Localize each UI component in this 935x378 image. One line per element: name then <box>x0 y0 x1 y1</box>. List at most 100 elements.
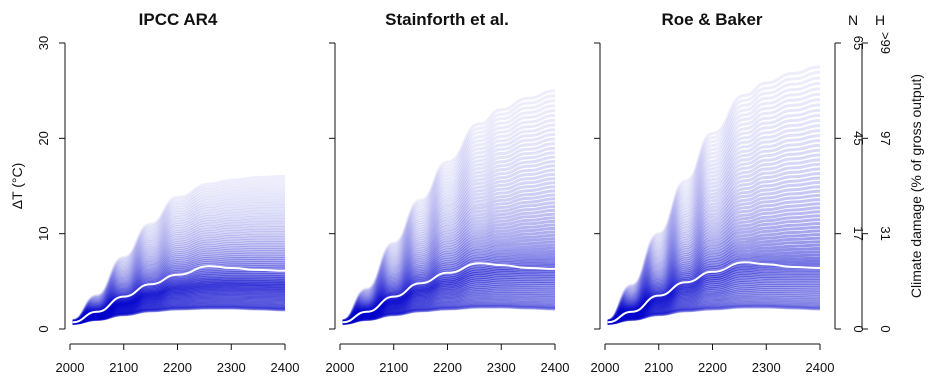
ensemble-line <box>607 124 820 323</box>
ensemble-line <box>342 295 555 325</box>
ensemble-line <box>607 299 820 325</box>
ensemble-line <box>72 184 285 323</box>
ensemble-line <box>607 281 820 325</box>
ensemble-line <box>72 247 285 324</box>
ensemble-line <box>72 294 285 325</box>
ensemble-line <box>342 304 555 325</box>
ensemble-lines <box>607 65 820 325</box>
ensemble-line <box>342 261 555 325</box>
ensemble-line <box>72 245 285 324</box>
ensemble-line <box>607 305 820 325</box>
ensemble-line <box>72 291 285 325</box>
ensemble-line <box>72 196 285 323</box>
ensemble-line <box>342 123 555 323</box>
ensemble-line <box>342 109 555 323</box>
x-tick-label: 2400 <box>271 360 300 375</box>
median-line <box>72 265 286 324</box>
ensemble-line <box>72 258 285 324</box>
right-axis-title: Climate damage (% of gross output) <box>908 74 924 298</box>
ensemble-line <box>342 296 555 325</box>
x-tick-label: 2100 <box>644 360 673 375</box>
ensemble-line <box>342 212 555 324</box>
y-tick-label: 20 <box>36 131 51 145</box>
ensemble-line <box>342 208 555 324</box>
ensemble-line <box>72 292 285 325</box>
ensemble-line <box>72 226 285 323</box>
ensemble-line <box>72 304 285 325</box>
median-line <box>607 261 821 324</box>
ensemble-line <box>72 236 285 324</box>
ensemble-line <box>342 205 555 324</box>
ensemble-line <box>72 296 285 325</box>
ensemble-line <box>72 238 285 324</box>
ensemble-line <box>607 87 820 323</box>
ensemble-line <box>607 296 820 325</box>
x-tick-label: 2200 <box>163 360 192 375</box>
ensemble-line <box>607 304 820 325</box>
ensemble-line <box>72 304 285 325</box>
ensemble-line <box>607 193 820 324</box>
ensemble-line <box>607 229 820 324</box>
right-axis-tick-label: 97 <box>878 131 893 145</box>
ensemble-line <box>72 204 285 323</box>
ensemble-line <box>607 108 820 323</box>
y-tick-label: 0 <box>36 325 51 332</box>
ensemble-line <box>607 214 820 324</box>
x-tick-label: 2000 <box>591 360 620 375</box>
ensemble-line <box>72 218 285 323</box>
ensemble-line <box>607 148 820 323</box>
ensemble-line <box>342 305 555 325</box>
y-tick-label: 10 <box>36 226 51 240</box>
ensemble-line <box>607 65 820 322</box>
ensemble-line <box>342 226 555 324</box>
ensemble-line <box>342 94 555 322</box>
ensemble-line <box>342 216 555 324</box>
ensemble-line <box>607 243 820 324</box>
ensemble-line <box>607 70 820 322</box>
ensemble-line <box>607 162 820 324</box>
ensemble-line <box>607 185 820 324</box>
ensemble-line <box>342 293 555 325</box>
right-axis-tick-label: 0 <box>878 325 893 332</box>
ensemble-line <box>72 201 285 323</box>
ensemble-line <box>72 252 285 324</box>
ensemble-line <box>342 104 555 323</box>
ensemble-line <box>607 139 820 323</box>
ensemble-line <box>342 230 555 324</box>
right-axis-h-name: H <box>875 12 885 28</box>
x-tick-label: 2100 <box>109 360 138 375</box>
ensemble-lines <box>342 89 555 325</box>
ensemble-line <box>72 299 285 325</box>
panel-ipcc-ar4: IPCC AR4 0 10 20 30 2000 2100 2200 2300 2400 <box>36 10 299 375</box>
ensemble-line <box>607 225 820 324</box>
ensemble-line <box>607 92 820 323</box>
ensemble-line <box>342 233 555 324</box>
ensemble-line <box>72 231 285 324</box>
right-axis-tick-label: 0 <box>851 325 866 332</box>
ensemble-line <box>607 153 820 323</box>
ensemble-line <box>607 143 820 323</box>
ensemble-line <box>342 223 555 324</box>
ensemble-line <box>607 218 820 324</box>
ensemble-line <box>72 223 285 323</box>
ensemble-line <box>72 278 285 325</box>
x-tick-label: 2300 <box>217 360 246 375</box>
ensemble-line <box>72 301 285 325</box>
ensemble-line <box>607 176 820 324</box>
ensemble-line <box>72 241 285 324</box>
ensemble-line <box>342 189 555 324</box>
ensemble-line <box>72 300 285 325</box>
ensemble-line <box>607 293 820 325</box>
right-axes: N H Climate damage (% of gross output) 0… <box>834 12 924 333</box>
left-axis <box>594 42 601 330</box>
ensemble-line <box>72 178 285 322</box>
median-line <box>342 262 556 324</box>
right-axis-n-name: N <box>848 12 858 28</box>
ensemble-line <box>607 210 820 324</box>
ensemble-line <box>607 113 820 323</box>
ensemble-line <box>342 282 555 325</box>
right-axis-tick-label: 31 <box>878 226 893 240</box>
ensemble-line <box>607 172 820 324</box>
x-tick-label: 2300 <box>487 360 516 375</box>
ensemble-line <box>72 256 285 324</box>
